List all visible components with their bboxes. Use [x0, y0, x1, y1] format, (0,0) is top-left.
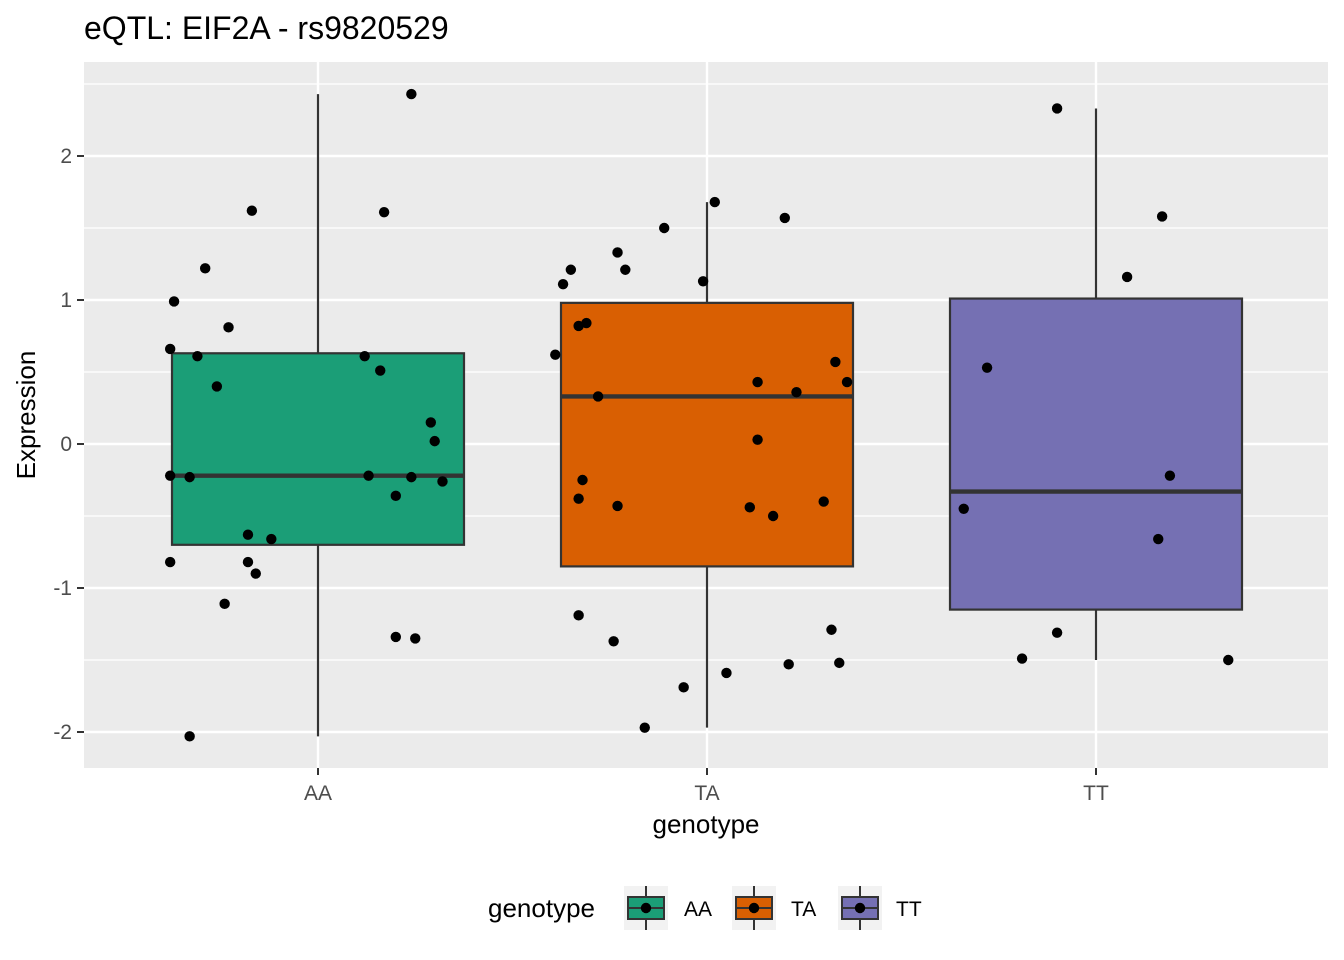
data-point	[165, 470, 175, 480]
box-body	[561, 303, 853, 567]
data-point	[745, 502, 755, 512]
data-point	[752, 434, 762, 444]
data-point	[184, 731, 194, 741]
x-tick-label: AA	[304, 782, 332, 805]
x-axis: AA TA TT	[304, 768, 1109, 805]
data-point	[834, 658, 844, 668]
legend-title: genotype	[488, 893, 595, 923]
data-point	[791, 387, 801, 397]
data-point	[223, 322, 233, 332]
data-point	[620, 265, 630, 275]
data-point	[608, 636, 618, 646]
data-point	[780, 213, 790, 223]
data-point	[783, 659, 793, 669]
data-point	[752, 377, 762, 387]
data-point	[391, 632, 401, 642]
legend-item-tt: TT	[838, 886, 922, 930]
y-tick-label: -2	[53, 721, 72, 744]
data-point	[375, 365, 385, 375]
data-point	[842, 377, 852, 387]
box-body	[950, 299, 1242, 610]
y-axis: -2 -1 0 1 2	[53, 145, 84, 744]
data-point	[573, 494, 583, 504]
y-axis-title: Expression	[11, 351, 41, 480]
data-point	[1153, 534, 1163, 544]
legend-key-point	[641, 903, 651, 913]
data-point	[612, 501, 622, 511]
legend-label: TT	[896, 898, 922, 921]
data-point	[550, 350, 560, 360]
data-point	[212, 381, 222, 391]
data-point	[200, 263, 210, 273]
data-point	[573, 610, 583, 620]
legend-label: TA	[791, 898, 816, 921]
data-point	[426, 417, 436, 427]
data-point	[982, 362, 992, 372]
data-point	[247, 206, 257, 216]
data-point	[430, 436, 440, 446]
x-tick-label: TT	[1083, 782, 1109, 805]
data-point	[1052, 627, 1062, 637]
data-point	[959, 504, 969, 514]
data-point	[826, 625, 836, 635]
legend-item-aa: AA	[624, 886, 712, 930]
y-tick-label: 2	[60, 145, 72, 168]
data-point	[566, 265, 576, 275]
chart-title: eQTL: EIF2A - rs9820529	[84, 10, 449, 46]
legend-label: AA	[684, 898, 712, 921]
x-tick-label: TA	[694, 782, 719, 805]
data-point	[577, 475, 587, 485]
data-point	[437, 476, 447, 486]
data-point	[410, 633, 420, 643]
y-tick-label: 0	[60, 433, 72, 456]
legend-key-point	[749, 903, 759, 913]
data-point	[243, 557, 253, 567]
data-point	[243, 530, 253, 540]
data-point	[406, 89, 416, 99]
data-point	[184, 472, 194, 482]
y-tick-label: 1	[60, 289, 72, 312]
data-point	[640, 722, 650, 732]
data-point	[710, 197, 720, 207]
data-point	[1157, 211, 1167, 221]
y-tick-label: -1	[53, 577, 72, 600]
data-point	[698, 276, 708, 286]
legend-key-point	[855, 903, 865, 913]
data-point	[165, 557, 175, 567]
data-point	[1223, 655, 1233, 665]
data-point	[1165, 470, 1175, 480]
data-point	[1122, 272, 1132, 282]
data-point	[169, 296, 179, 306]
data-point	[406, 472, 416, 482]
data-point	[1052, 103, 1062, 113]
data-point	[558, 279, 568, 289]
data-point	[1017, 653, 1027, 663]
data-point	[359, 351, 369, 361]
data-point	[251, 568, 261, 578]
legend-item-ta: TA	[732, 886, 816, 930]
data-point	[192, 351, 202, 361]
data-point	[363, 470, 373, 480]
data-point	[266, 534, 276, 544]
data-point	[612, 247, 622, 257]
data-point	[819, 496, 829, 506]
data-point	[721, 668, 731, 678]
x-axis-title: genotype	[653, 809, 760, 839]
data-point	[768, 511, 778, 521]
legend: genotype AA TA TT	[488, 886, 922, 930]
data-point	[830, 357, 840, 367]
data-point	[379, 207, 389, 217]
data-point	[659, 223, 669, 233]
data-point	[391, 491, 401, 501]
data-point	[593, 391, 603, 401]
data-point	[581, 318, 591, 328]
data-point	[219, 599, 229, 609]
data-point	[165, 344, 175, 354]
data-point	[678, 682, 688, 692]
